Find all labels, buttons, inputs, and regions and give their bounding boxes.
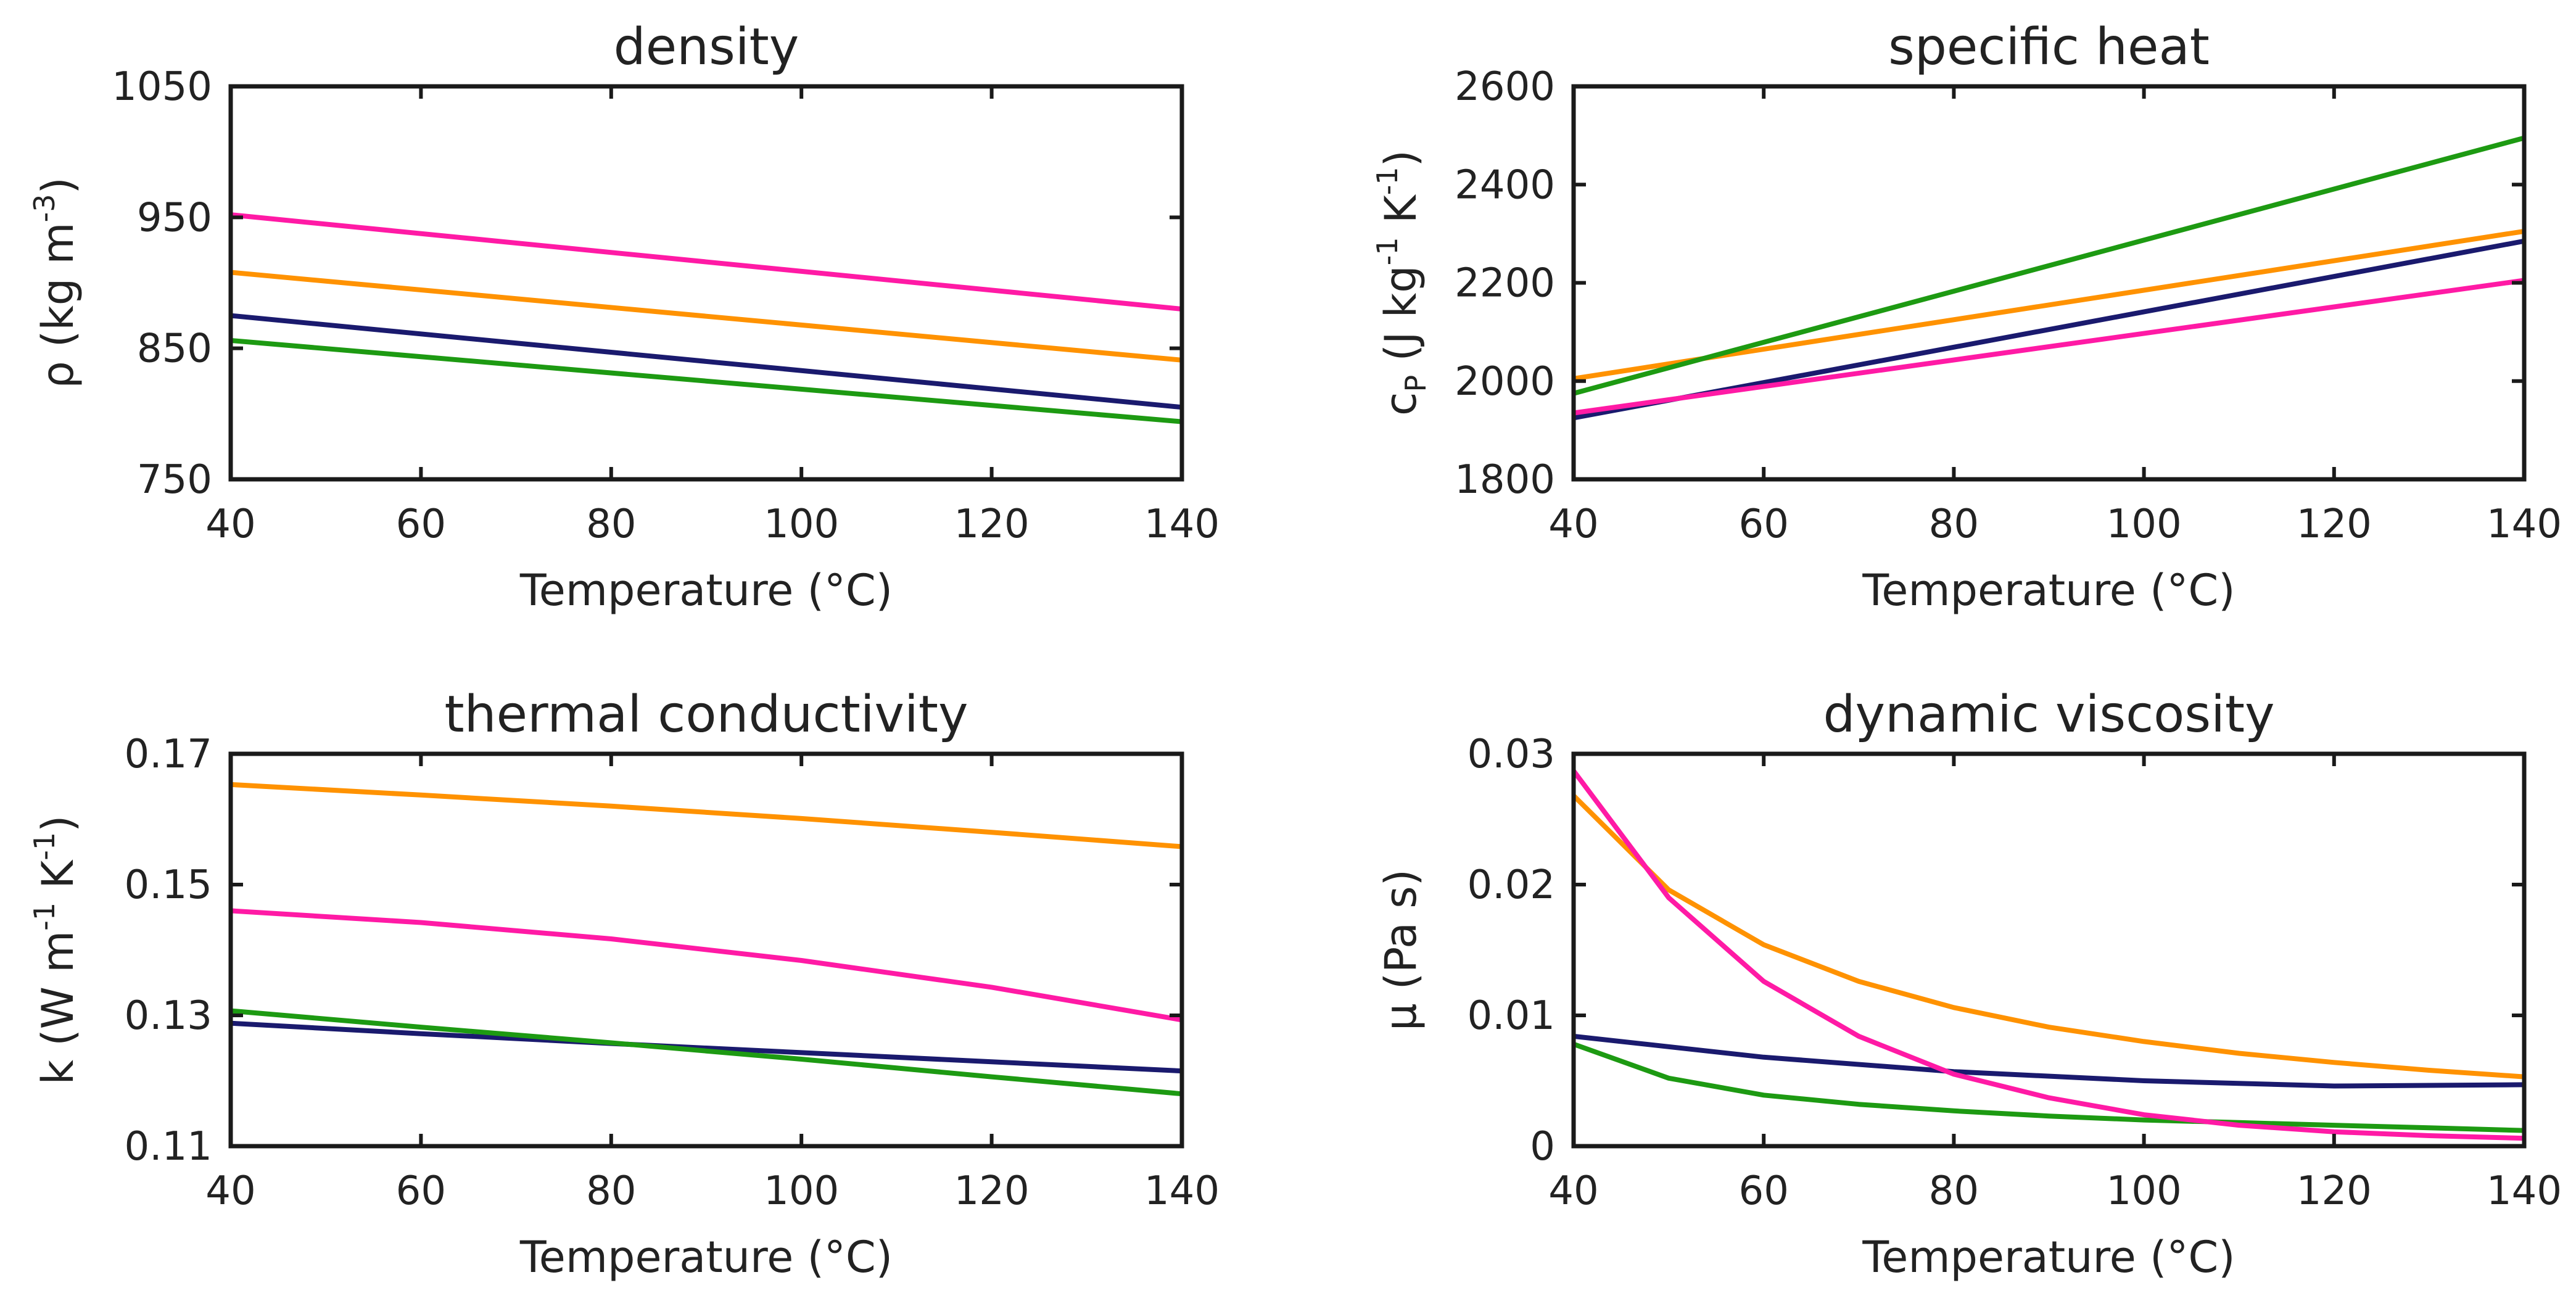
y-axis-label: cP (J kg-1 K-1) [1371,150,1432,416]
series-line-navy [230,313,1183,410]
chart-title: dynamic viscosity [1823,685,2274,744]
y-axis-label-text: ) [33,816,83,832]
x-tick-label: 120 [954,1168,1030,1214]
chart-specific-heat: specific heat 40 60 80 100 120 140 1800 2000 2200… [1371,18,2562,616]
chart-dynamic-viscosity: dynamic viscosity 40 60 80 100 120 140 0 0.01 0.0… [1376,685,2562,1282]
series-line-green [230,1008,1183,1097]
x-tick-label: 100 [764,1168,839,1214]
series-line-green [230,337,1183,424]
x-tick-label: 80 [1929,1168,1979,1214]
axes-frame [1571,751,2527,1149]
x-tick-label: 100 [2107,502,2182,547]
y-axis-label-text: K [33,859,83,902]
x-axis-label: Temperature (°C) [1862,565,2235,616]
y-axis-label-text: (J kg [1376,265,1426,374]
x-tick-label: 140 [1144,502,1220,547]
axes-frame [1571,84,2527,482]
series-line-magenta [230,212,1183,312]
y-axis-label-text: c [1376,392,1426,416]
x-tick-label: 40 [1548,1168,1598,1214]
series-line-navy [1573,1033,2525,1089]
series-line-magenta [1571,769,2525,1141]
chart-title: specific heat [1888,18,2210,76]
y-tick-label: 0 [1530,1124,1555,1170]
y-tick-label: 0.02 [1468,862,1556,908]
x-axis-label: Temperature (°C) [519,565,893,616]
x-tick-label: 60 [1738,502,1788,547]
series-line-orange [1572,793,2525,1080]
x-tick-label: 140 [2487,502,2562,547]
y-tick-label: 0.11 [125,1124,213,1170]
axes-frame [228,84,1184,482]
x-tick-label: 60 [396,502,446,547]
y-tick-label: 0.03 [1468,732,1556,777]
y-tick-label: 2200 [1455,261,1555,307]
x-tick-label: 40 [205,502,255,547]
y-tick-label: 2600 [1455,64,1555,110]
y-axis-label: k (W m-1 K-1) [28,816,83,1085]
series-line-navy [230,1020,1183,1074]
y-tick-label: 2400 [1455,162,1555,208]
y-tick-label: 1800 [1455,457,1555,503]
series-line-magenta [1573,278,2525,416]
series-line-orange [230,270,1183,363]
axes-frame [228,751,1184,1149]
x-tick-label: 100 [764,502,839,547]
y-tick-label: 750 [137,457,212,503]
y-tick-label: 850 [137,326,212,372]
series-line-green [1572,1041,2525,1133]
x-tick-label: 40 [1548,502,1598,547]
x-tick-label: 140 [2487,1168,2562,1214]
y-tick-label: 0.01 [1468,993,1556,1039]
chart-density: density 40 60 80 100 120 140 750 850 950 1050 Tempe… [28,18,1220,616]
y-axis-label-script: -1 [28,832,61,861]
y-tick-label: 1050 [112,64,212,110]
y-tick-label: 0.15 [125,862,213,908]
x-tick-label: 100 [2107,1168,2182,1214]
y-axis-label-script: P [1399,375,1432,392]
x-tick-label: 60 [1738,1168,1788,1214]
y-axis-label-script: -3 [28,194,61,223]
y-axis-label-text: ) [1376,150,1426,167]
x-axis-label: Temperature (°C) [1862,1232,2235,1282]
y-axis-label-script: -1 [1371,167,1404,195]
series-line-orange [1573,228,2525,381]
x-tick-label: 140 [1144,1168,1220,1214]
x-tick-label: 80 [1929,502,1979,547]
y-axis-label: μ (Pa s) [1376,869,1426,1031]
x-axis-label: Temperature (°C) [519,1232,893,1282]
chart-title: density [614,18,799,76]
y-axis-label: ρ (kg m-3) [28,177,83,389]
y-axis-label-text: k (W m [33,931,83,1085]
x-tick-label: 120 [2297,502,2372,547]
y-axis-label-text: μ (Pa s) [1376,869,1426,1031]
y-axis-label-text: ) [33,177,83,194]
y-tick-label: 2000 [1455,359,1555,405]
series-line-magenta [230,908,1183,1023]
y-tick-label: 0.17 [125,732,213,777]
series-line-orange [230,782,1183,849]
y-axis-label-text: ρ (kg m [33,222,83,388]
x-tick-label: 80 [586,502,636,547]
x-tick-label: 40 [205,1168,255,1214]
y-tick-label: 950 [137,195,212,241]
x-tick-label: 60 [396,1168,446,1214]
x-tick-label: 80 [586,1168,636,1214]
y-axis-label-script: -1 [1371,237,1404,265]
x-tick-label: 120 [954,502,1030,547]
series-line-green [1572,135,2525,396]
y-axis-label-text: K [1376,194,1426,237]
y-tick-label: 0.13 [125,993,213,1039]
y-axis-label-script: -1 [28,902,61,931]
x-tick-label: 120 [2297,1168,2372,1214]
chart-title: thermal conductivity [444,685,968,744]
chart-thermal-conductivity: thermal conductivity 40 60 80 100 120 140 0.11 0… [28,685,1220,1282]
